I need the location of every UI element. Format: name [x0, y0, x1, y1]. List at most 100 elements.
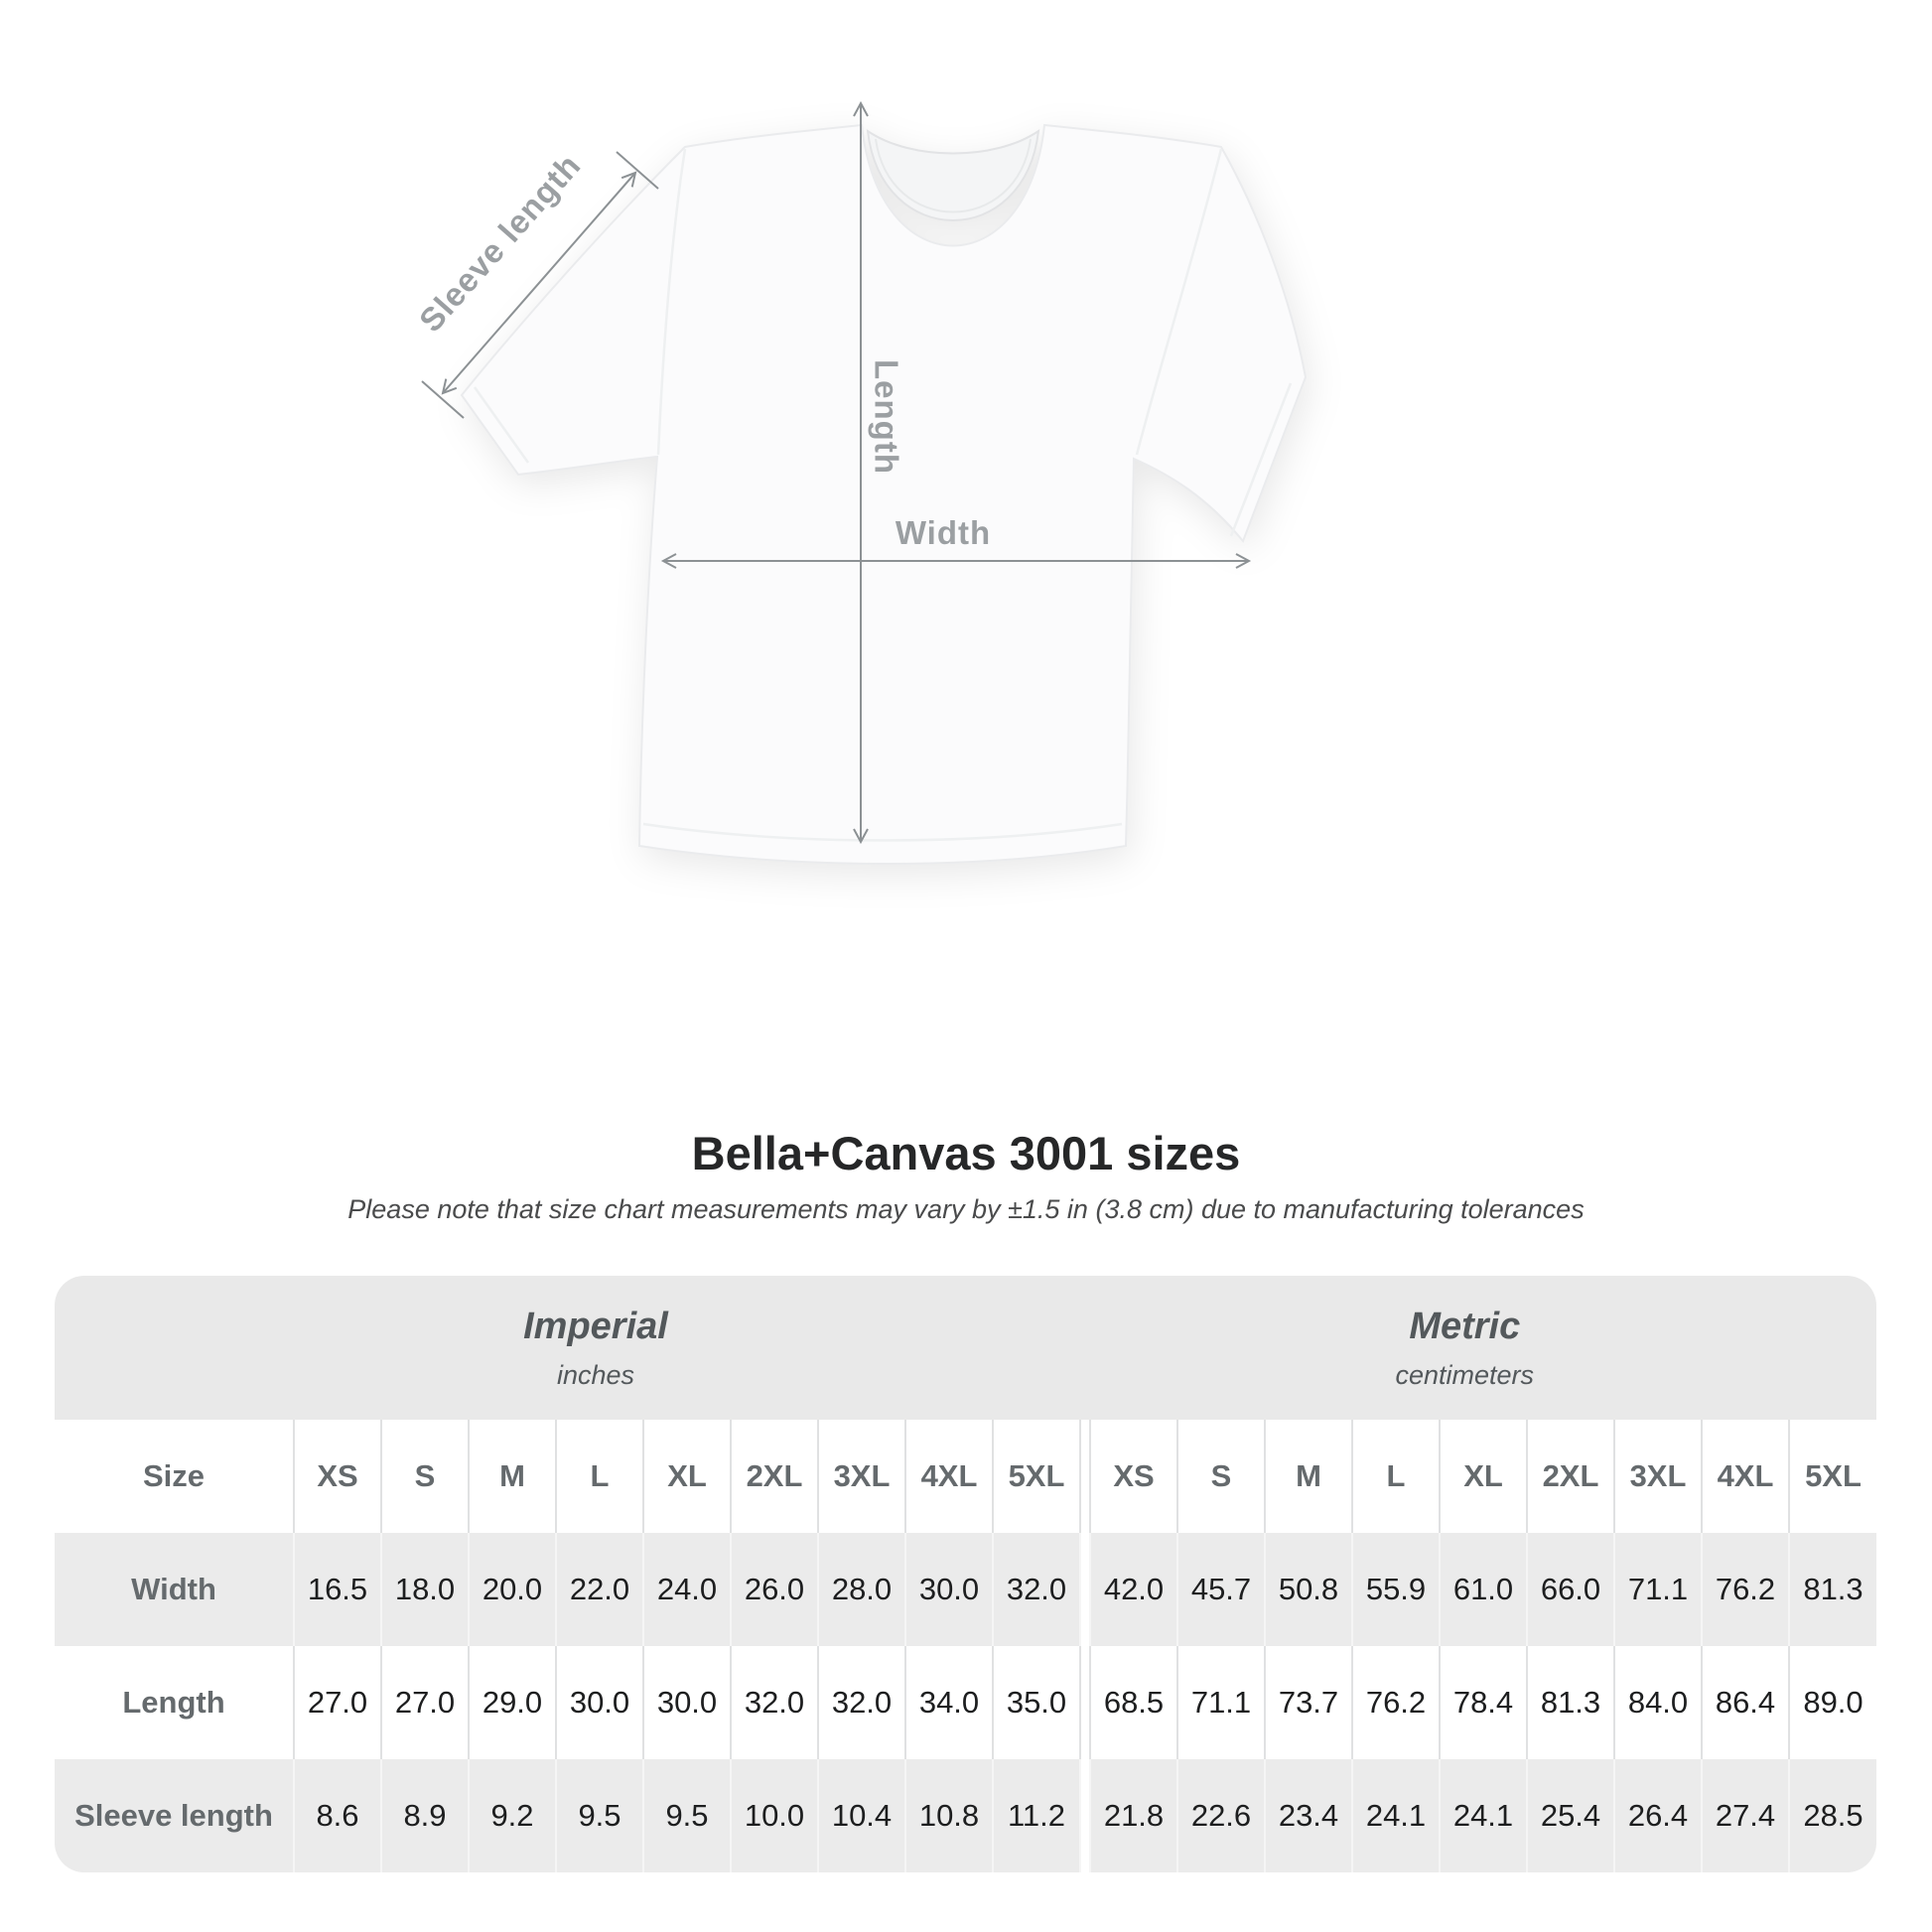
size-value-cell: 32.0 — [817, 1646, 905, 1759]
size-value-cell: 27.4 — [1701, 1759, 1789, 1872]
size-value-cell: 26.0 — [730, 1533, 818, 1646]
size-header-row: Size XS S M L XL 2XL 3XL 4XL 5XL XS S M L XL 2XL 3XL 4XL 5… — [55, 1420, 1876, 1533]
size-value-cell: 9.2 — [468, 1759, 556, 1872]
size-table: Imperial inches Metric centimeters Size X… — [55, 1276, 1876, 1872]
tshirt-measurement-diagram: Length Width Sleeve length — [412, 100, 1308, 865]
metric-title: Metric — [1409, 1305, 1521, 1347]
tshirt-left-cuff-seam — [473, 386, 530, 464]
size-header-cell: 2XL — [1526, 1420, 1614, 1533]
size-value-cell: 23.4 — [1264, 1759, 1352, 1872]
size-value-cell: 22.0 — [555, 1533, 643, 1646]
size-value-cell: 71.1 — [1176, 1646, 1265, 1759]
row-label: Sleeve length — [55, 1759, 294, 1872]
size-header-cell: 4XL — [1701, 1420, 1789, 1533]
size-value-cell: 61.0 — [1439, 1533, 1527, 1646]
size-value-cell: 89.0 — [1788, 1646, 1876, 1759]
tshirt-hem-seam — [642, 822, 1123, 842]
metric-unit: centimeters — [1395, 1359, 1535, 1390]
size-value-cell: 10.4 — [817, 1759, 905, 1872]
imperial-section-header: Imperial inches — [523, 1276, 668, 1420]
size-value-cell: 50.8 — [1264, 1533, 1352, 1646]
size-value-cell: 11.2 — [992, 1759, 1080, 1872]
size-value-cell: 21.8 — [1089, 1759, 1177, 1872]
metric-section-header: Metric centimeters — [1396, 1276, 1535, 1420]
section-divider — [1079, 1420, 1090, 1533]
size-header-cell: M — [1264, 1420, 1352, 1533]
size-value-cell: 30.0 — [642, 1646, 731, 1759]
size-value-cell: 42.0 — [1089, 1533, 1177, 1646]
size-header-cell: 2XL — [730, 1420, 818, 1533]
size-value-cell: 30.0 — [555, 1646, 643, 1759]
size-header-cell: 5XL — [1788, 1420, 1876, 1533]
size-value-cell: 26.4 — [1613, 1759, 1702, 1872]
size-header-cell: XS — [1089, 1420, 1177, 1533]
size-header-cell: XL — [642, 1420, 731, 1533]
size-header-cell: 3XL — [1613, 1420, 1702, 1533]
sleeve-length-arrow — [421, 151, 659, 419]
size-header-cell: L — [555, 1420, 643, 1533]
size-value-cell: 24.0 — [642, 1533, 731, 1646]
size-value-cell: 35.0 — [992, 1646, 1080, 1759]
section-divider — [1079, 1646, 1090, 1759]
size-value-cell: 32.0 — [992, 1533, 1080, 1646]
section-divider — [1079, 1533, 1090, 1646]
size-value-cell: 8.6 — [293, 1759, 381, 1872]
size-value-cell: 27.0 — [380, 1646, 469, 1759]
size-value-cell: 9.5 — [555, 1759, 643, 1872]
size-value-cell: 81.3 — [1788, 1533, 1876, 1646]
size-header-cell: 4XL — [904, 1420, 993, 1533]
size-grid: Size XS S M L XL 2XL 3XL 4XL 5XL XS S M L XL 2XL 3XL 4XL 5… — [55, 1420, 1876, 1872]
page-subtitle: Please note that size chart measurements… — [347, 1194, 1585, 1224]
size-value-cell: 24.1 — [1439, 1759, 1527, 1872]
size-value-cell: 81.3 — [1526, 1646, 1614, 1759]
table-row: Width 16.5 18.0 20.0 22.0 24.0 26.0 28.0 30.0 32.… — [55, 1533, 1876, 1646]
size-value-cell: 73.7 — [1264, 1646, 1352, 1759]
size-value-cell: 55.9 — [1351, 1533, 1440, 1646]
size-header-cell: M — [468, 1420, 556, 1533]
size-value-cell: 30.0 — [904, 1533, 993, 1646]
size-header-cell: XL — [1439, 1420, 1527, 1533]
width-label: Width — [896, 514, 991, 551]
size-value-cell: 32.0 — [730, 1646, 818, 1759]
size-value-cell: 22.6 — [1176, 1759, 1265, 1872]
tshirt-right-sleeve-seam — [1135, 148, 1223, 456]
tshirt-right-cuff-seam — [1229, 382, 1293, 537]
tshirt-body — [460, 123, 1308, 865]
tshirt-left-sleeve-seam — [656, 148, 687, 456]
size-value-cell: 66.0 — [1526, 1533, 1614, 1646]
size-value-cell: 29.0 — [468, 1646, 556, 1759]
size-value-cell: 84.0 — [1613, 1646, 1702, 1759]
size-value-cell: 28.0 — [817, 1533, 905, 1646]
size-value-cell: 24.1 — [1351, 1759, 1440, 1872]
table-row: Sleeve length 8.6 8.9 9.2 9.5 9.5 10.0 10.4 10.8… — [55, 1759, 1876, 1872]
length-label: Length — [868, 359, 904, 475]
size-value-cell: 71.1 — [1613, 1533, 1702, 1646]
size-value-cell: 27.0 — [293, 1646, 381, 1759]
size-value-cell: 76.2 — [1701, 1533, 1789, 1646]
size-value-cell: 45.7 — [1176, 1533, 1265, 1646]
tshirt-graphic — [460, 123, 1308, 865]
row-label: Length — [122, 1685, 225, 1720]
size-value-cell: 9.5 — [642, 1759, 731, 1872]
size-header-cell: L — [1351, 1420, 1440, 1533]
row-label: Width — [55, 1533, 294, 1646]
size-value-cell: 78.4 — [1439, 1646, 1527, 1759]
tshirt-collar — [866, 128, 1040, 221]
size-header-cell: 5XL — [992, 1420, 1080, 1533]
size-value-cell: 76.2 — [1351, 1646, 1440, 1759]
size-value-cell: 28.5 — [1788, 1759, 1876, 1872]
size-header-cell: XS — [293, 1420, 381, 1533]
size-value-cell: 86.4 — [1701, 1646, 1789, 1759]
size-header-cell: S — [1176, 1420, 1265, 1533]
imperial-unit: inches — [556, 1359, 635, 1390]
size-header-cell: S — [380, 1420, 469, 1533]
size-value-cell: 68.5 — [1089, 1646, 1177, 1759]
imperial-title: Imperial — [523, 1305, 668, 1347]
size-value-cell: 10.8 — [904, 1759, 993, 1872]
size-value-cell: 20.0 — [468, 1533, 556, 1646]
size-value-cell: 10.0 — [730, 1759, 818, 1872]
size-value-cell: 16.5 — [293, 1533, 381, 1646]
table-row: Length 27.0 27.0 29.0 30.0 30.0 32.0 32.0 34.0 35… — [55, 1646, 1876, 1759]
size-corner-label: Size — [142, 1458, 206, 1493]
